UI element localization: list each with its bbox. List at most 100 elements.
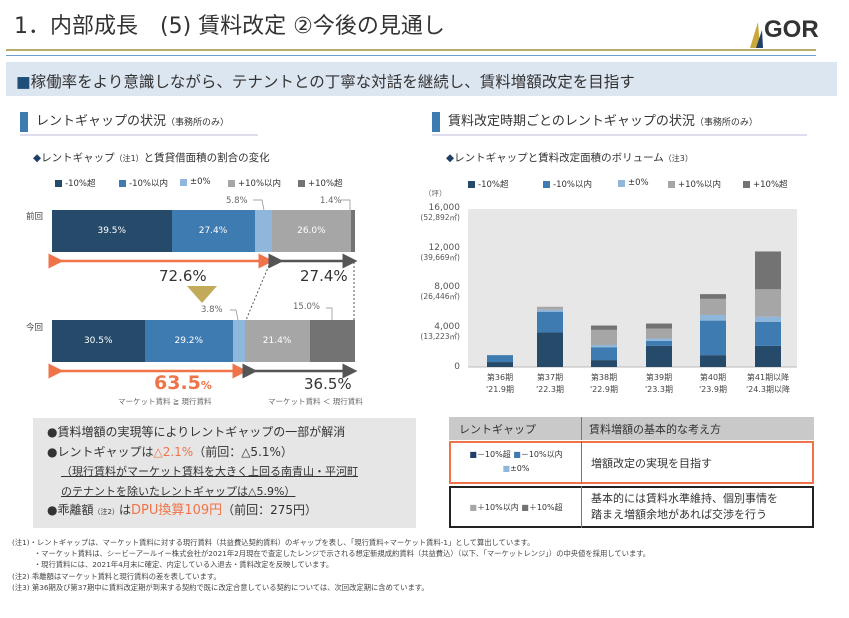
period: 第39期 xyxy=(645,373,673,382)
bar-3-series-1 xyxy=(646,340,672,346)
text: （前回：275円） xyxy=(222,503,318,517)
legend-swatch xyxy=(618,179,625,187)
label-cur-gt10over: 15.0% xyxy=(293,302,321,312)
legend-label: ±0% xyxy=(190,177,211,187)
bar-segment: 39.5% xyxy=(52,210,172,252)
headline-banner: ■稼働率をより意識しながら、テナントとの丁寧な対話を継続し、賃料増額改定を目指す xyxy=(6,62,837,96)
prev-below-share: 72.6% xyxy=(159,267,207,285)
tick-sqm: (13,223㎡) xyxy=(420,331,460,341)
tick-sqm: (39,669㎡) xyxy=(420,252,460,262)
row-label-prev: 前回 xyxy=(26,212,44,222)
tick-value: 4,000 xyxy=(434,321,460,332)
tick-value: 16,000 xyxy=(428,203,461,213)
subtitle-text-rest: と賃貸借面積の割合の変化 xyxy=(143,152,270,164)
legend-swatch xyxy=(668,180,675,188)
caption-above: マーケット賃料 ＜ 現行賃料 xyxy=(268,397,363,406)
summary-line: ●レントギャップは△2.1%（前回：△5.1%） xyxy=(47,443,402,463)
bar-1-series-0 xyxy=(537,332,563,367)
row-label-cur: 今回 xyxy=(26,323,44,333)
bar-segment xyxy=(233,320,245,362)
legend-label: ±0% xyxy=(628,178,649,188)
x-tick-label: 第36期 '21.9期 xyxy=(470,372,530,396)
bar-2-series-1 xyxy=(591,347,617,361)
bar-4-series-4 xyxy=(700,294,726,299)
summary-box: ●賃料増額の実現等によりレントギャップの一部が解消 ●レントギャップは△2.1%… xyxy=(33,418,416,528)
x-tick-label: 第38期 '22.9期 xyxy=(574,372,634,396)
square-bullet-icon: ■ xyxy=(16,73,31,91)
text: ＋10%以内 xyxy=(476,503,519,512)
prev-above-share: 27.4% xyxy=(300,267,348,285)
bar-segment xyxy=(309,320,355,362)
footnote: ・マーケット賃料は、シービーアールイー株式会社が2021年2月現在で査定したレン… xyxy=(12,549,651,559)
period: 第36期 xyxy=(486,373,514,382)
bar-2-series-4 xyxy=(591,325,617,330)
footnote: ・現行賃料には、2021年4月末に確定、内定している入退去・賃料改定を反映してい… xyxy=(12,560,334,570)
left-section-title: レントギャップの状況（事務所のみ） xyxy=(20,112,258,136)
diamond-icon: ◆ xyxy=(33,152,42,164)
legend-label: +10%以内 xyxy=(678,180,722,190)
bar-segment: 26.0% xyxy=(272,210,351,252)
bar-3-series-0 xyxy=(646,345,672,367)
period-date: '22.9期 xyxy=(589,385,618,394)
section-title-text: 賃料改定時期ごとのレントギャップの状況 xyxy=(448,114,695,129)
text: －10%以内 xyxy=(520,450,563,459)
swatch: ■ xyxy=(469,450,477,459)
legend-swatch xyxy=(228,179,235,187)
row2-policy: 基本的には賃料水準維持、個別事情を 踏まえ増額余地があれば交渉を行う xyxy=(591,491,778,523)
right-stacked-bar-chart xyxy=(468,251,797,368)
swatch: ■ xyxy=(513,450,521,459)
legend-label: +10%超 xyxy=(308,179,343,189)
section-note: （事務所のみ） xyxy=(166,118,230,128)
footnotes: (注1)・レントギャップは、マーケット賃料に対する現行賃料（共益費込契約賃料）の… xyxy=(12,537,650,593)
tick-sqm: (26,446㎡) xyxy=(420,292,460,301)
legend-swatch xyxy=(180,178,187,186)
bar-3-series-4 xyxy=(646,323,672,329)
legend-swatch xyxy=(743,180,750,188)
period: 第37期 xyxy=(536,373,564,382)
legend-item: ±0% xyxy=(180,177,211,187)
page-title: 1．内部成長 (5) 賃料改定 ②今後の見通し xyxy=(14,14,445,39)
swatch: ■ xyxy=(469,503,477,512)
divider xyxy=(6,55,816,56)
legend-label: -10%以内 xyxy=(553,180,592,190)
legend-item: -10%以内 xyxy=(543,178,592,190)
text: －10%超 xyxy=(476,450,511,459)
right-section-title: 賃料改定時期ごとのレントギャップの状況（事務所のみ） xyxy=(432,112,807,136)
legend-item: +10%以内 xyxy=(668,178,721,190)
legend-item: ±0% xyxy=(618,178,649,188)
text: ±0% xyxy=(510,464,530,473)
legend-item: +10%超 xyxy=(743,178,788,190)
legend-item: -10%超 xyxy=(468,178,508,190)
bar-5-series-4 xyxy=(755,251,781,290)
bar-segment: 30.5% xyxy=(52,320,145,362)
note-ref: （注3） xyxy=(663,154,693,163)
legend-item: +10%超 xyxy=(298,177,343,189)
period: 第38期 xyxy=(590,373,618,382)
subtitle-text: レントギャップと賃料改定面積のボリューム xyxy=(454,152,664,164)
legend-item: -10%以内 xyxy=(119,177,168,189)
bar-4-series-1 xyxy=(700,320,726,356)
bar-segment: 29.2% xyxy=(144,320,234,362)
table-row xyxy=(449,486,814,528)
y-tick-label: 8,000 (26,446㎡) xyxy=(412,282,460,302)
x-tick-label: 第37期 '22.3期 xyxy=(520,372,580,396)
label-cur-zero: 3.8% xyxy=(201,305,223,315)
decrease-triangle-icon xyxy=(187,286,217,303)
text: ●乖離額 xyxy=(47,503,94,517)
y-tick-label: 0 xyxy=(412,362,460,372)
footnote: (注3) 第36期及び第37期中に賃料改定期が到来する契約で既に改定合意している… xyxy=(12,582,429,592)
dpu-value: DPU換算109円 xyxy=(130,503,223,518)
legend-label: -10%超 xyxy=(65,179,96,189)
y-tick-label: 16,000 (52,892㎡) xyxy=(412,203,460,223)
summary-note: のテナントを除いたレントギャップは△5.9%） xyxy=(61,484,296,498)
bar-4-series-0 xyxy=(700,355,726,367)
legend-label: -10%以内 xyxy=(129,179,168,189)
unit: % xyxy=(200,379,212,392)
row1-policy: 増額改定の実現を目指す xyxy=(591,456,712,470)
table-header xyxy=(449,417,814,440)
bar-2-series-3 xyxy=(591,329,617,345)
tick-value: 12,000 xyxy=(428,242,461,253)
divider xyxy=(581,417,582,440)
diamond-icon: ◆ xyxy=(446,152,455,164)
bar-2-series-0 xyxy=(591,360,617,367)
